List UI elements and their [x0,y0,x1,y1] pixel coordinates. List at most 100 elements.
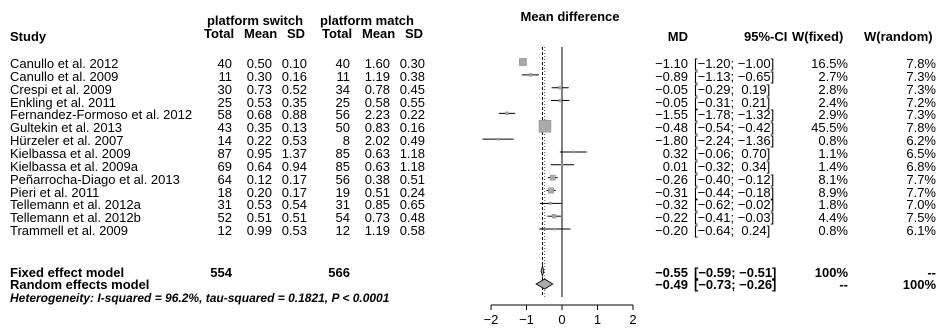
mean1-value: 0.95 [246,145,272,161]
sd2-value: 0.45 [399,81,425,97]
n1-value: 12 [217,223,232,239]
md-value: 0.01 [662,158,688,174]
study-header: Study [10,29,47,44]
md-value: −0.20 [655,223,688,239]
n1-value: 58 [217,107,232,123]
mean1-value: 0.53 [246,94,272,110]
md-value: −0.89 [655,68,688,84]
point-estimate [538,120,552,133]
point-estimate [505,111,509,116]
mean2-value: 0.83 [364,120,390,136]
point-estimate [496,137,500,141]
sd2-header: SD [405,26,424,41]
wfixed-header: W(fixed) [792,29,844,44]
n2-value: 54 [335,210,350,226]
n2-value: 12 [335,223,350,239]
x-tick-label: −2 [484,312,499,327]
ci-value: [−1.20; −1.00] [694,56,775,71]
md-value: −0.05 [655,94,688,110]
sd1-value: 0.17 [281,184,307,200]
sd1-value: 0.16 [281,68,307,84]
mean1-value: 0.64 [246,158,272,174]
wfixed-value: 16.5% [811,56,848,71]
study-name: Canullo et al. 2009 [10,68,119,84]
mean2-header: Mean [362,26,396,41]
fixed-effect-diamond [540,264,545,278]
mean2-value: 0.51 [364,184,390,200]
wrandom-value: 7.7% [906,184,936,200]
mean2-value: 0.78 [364,81,390,97]
sd1-value: 0.94 [281,158,307,174]
wfixed-value: 2.7% [818,68,848,84]
sd2-value: 0.51 [399,171,425,187]
md-value: −0.32 [655,197,688,213]
n2-value: 25 [335,94,350,110]
fixed-wfixed: 100% [814,265,848,280]
wrandom-value: 7.7% [906,171,936,187]
sd2-value: 0.48 [399,210,425,226]
study-name: Gultekin et al. 2013 [10,120,123,136]
n1-value: 40 [217,56,232,71]
sd1-value: 0.13 [281,120,307,136]
mean1-value: 0.51 [246,210,272,226]
wrandom-value: 7.3% [906,107,936,123]
mean1-value: 0.73 [246,81,272,97]
sd1-value: 0.52 [281,81,307,97]
n2-value: 56 [335,107,350,123]
mean2-value: 0.63 [364,158,390,174]
wfixed-value: 0.8% [818,223,848,239]
wfixed-value: 8.9% [818,184,848,200]
ci-value: [−0.64; 0.24] [694,223,771,239]
sd1-value: 0.35 [281,94,307,110]
fixed-n1: 554 [210,265,232,280]
sd1-value: 0.54 [281,197,307,213]
n2-value: 56 [335,171,350,187]
point-estimate [561,163,564,167]
ci-header: 95%-CI [744,29,788,44]
point-estimate [552,214,557,219]
random-effect-diamond [535,278,554,290]
wfixed-value: 45.5% [811,120,848,136]
point-estimate [553,227,557,231]
md-value: −0.05 [655,81,688,97]
mean2-value: 0.85 [364,197,390,213]
point-estimate [549,174,556,181]
mean1-value: 0.68 [246,107,272,123]
ci-value: [−0.29; 0.19] [694,81,771,97]
n1-value: 64 [217,171,232,187]
wrandom-value: 6.1% [906,223,936,239]
ci-value: [−0.06; 0.70] [694,145,771,161]
sd2-value: 0.49 [399,133,425,149]
total2-header: Total [322,26,353,41]
wrandom-header: W(random) [864,29,933,44]
mean2-value: 0.38 [364,171,390,187]
mean2-value: 1.19 [364,223,390,239]
n2-value: 50 [335,120,350,136]
sd2-value: 0.58 [399,223,425,239]
sd2-value: 0.22 [399,107,425,123]
total1-header: Total [204,26,235,41]
md-value: −0.31 [655,184,688,200]
ci-value: [−0.62; −0.02] [694,197,775,213]
ci-value: [−0.44; −0.18] [694,184,775,200]
mean-difference-header: Mean difference [520,9,620,24]
wrandom-value: 7.5% [906,210,936,226]
random-effects-label: Random effects model [10,277,150,292]
wrandom-value: 7.3% [906,68,936,84]
mean2-value: 0.63 [364,145,390,161]
study-name: Peñarrocha-Diago et al. 2013 [10,171,180,187]
study-name: Hürzeler et al. 2007 [10,133,124,149]
sd1-value: 0.17 [281,171,307,187]
n2-value: 31 [335,197,350,213]
ci-value: [−0.31; 0.21] [694,94,771,110]
n1-value: 30 [217,81,232,97]
n1-value: 52 [217,210,232,226]
sd2-value: 0.55 [399,94,425,110]
ci-value: [−1.78; −1.32] [694,107,775,123]
sd2-value: 0.16 [399,120,425,136]
sd2-value: 1.18 [399,158,425,174]
sd1-value: 0.51 [281,210,307,226]
study-name: Tellemann et al. 2012a [10,197,141,213]
ci-value: [−2.24; −1.36] [694,133,775,149]
n1-value: 25 [217,94,232,110]
